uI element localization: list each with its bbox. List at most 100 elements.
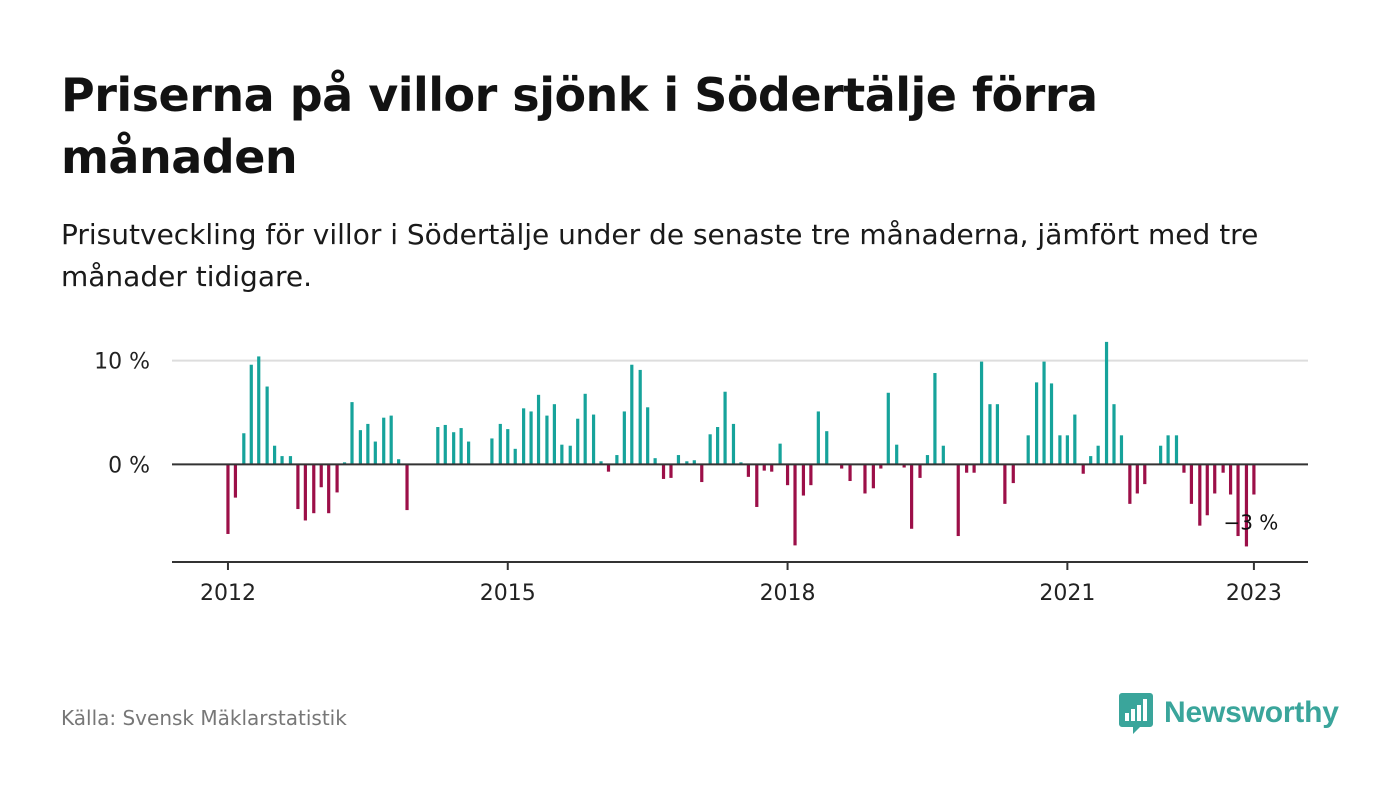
bar bbox=[1042, 361, 1046, 465]
bar bbox=[1026, 435, 1030, 465]
bar bbox=[1135, 464, 1139, 494]
bar bbox=[257, 356, 261, 465]
bar bbox=[366, 423, 370, 465]
bar bbox=[466, 441, 471, 465]
bar bbox=[327, 464, 331, 514]
bar bbox=[638, 369, 642, 465]
bar bbox=[848, 464, 852, 482]
bar bbox=[1034, 382, 1039, 465]
bar bbox=[700, 464, 704, 483]
bar bbox=[785, 464, 790, 486]
brand-name: Newsworthy bbox=[1164, 696, 1339, 729]
bars bbox=[226, 341, 1256, 547]
bar bbox=[793, 464, 797, 546]
bar bbox=[770, 464, 774, 472]
bar bbox=[606, 464, 611, 472]
bar bbox=[242, 433, 246, 465]
bar bbox=[925, 455, 930, 465]
bar bbox=[1205, 464, 1209, 516]
bar bbox=[1143, 464, 1147, 485]
last-value-annotation: −3 % bbox=[1223, 511, 1278, 535]
source-credit: Källa: Svensk Mäklarstatistik bbox=[61, 706, 347, 730]
bar bbox=[319, 464, 323, 488]
bar bbox=[1213, 464, 1217, 494]
bar bbox=[599, 461, 603, 465]
bar bbox=[342, 462, 347, 465]
bar bbox=[988, 404, 992, 465]
bar bbox=[1081, 464, 1085, 474]
bar bbox=[1011, 464, 1015, 484]
newsworthy-logo-icon bbox=[1119, 693, 1153, 734]
bar bbox=[979, 361, 984, 465]
bar bbox=[762, 464, 766, 471]
bar bbox=[490, 438, 494, 465]
bar bbox=[1228, 464, 1233, 495]
bar bbox=[661, 464, 666, 479]
bar bbox=[552, 404, 556, 465]
y-tick-label: 10 % bbox=[94, 350, 150, 375]
bar bbox=[746, 464, 750, 477]
bar bbox=[910, 464, 914, 529]
bar bbox=[1244, 464, 1249, 547]
bar bbox=[1003, 464, 1007, 504]
x-axis-ticks: 2012 2015 2018 2021 2023 bbox=[200, 562, 1282, 606]
bar bbox=[676, 455, 681, 465]
bar bbox=[226, 464, 230, 534]
bar bbox=[755, 464, 759, 507]
bar bbox=[871, 464, 875, 489]
bar bbox=[933, 373, 937, 465]
bar bbox=[1073, 414, 1077, 465]
bar bbox=[723, 391, 727, 465]
bar bbox=[669, 464, 673, 478]
bar bbox=[1198, 464, 1202, 526]
bar bbox=[708, 434, 712, 465]
bar bbox=[1089, 456, 1093, 465]
bar bbox=[1128, 464, 1132, 504]
bar bbox=[1096, 445, 1100, 465]
bar bbox=[1119, 435, 1124, 465]
x-tick-label: 2023 bbox=[1226, 581, 1282, 606]
bar bbox=[459, 428, 463, 465]
bar bbox=[513, 448, 517, 465]
bar bbox=[358, 430, 363, 465]
bar bbox=[840, 464, 844, 469]
bar bbox=[956, 464, 960, 537]
bar bbox=[809, 464, 813, 486]
brand-logo[interactable]: Newsworthy bbox=[1118, 690, 1339, 736]
bar bbox=[303, 464, 307, 521]
bar bbox=[280, 456, 284, 465]
bar bbox=[653, 458, 657, 465]
bar bbox=[1252, 464, 1256, 495]
bar bbox=[895, 444, 899, 465]
bar bbox=[863, 464, 867, 494]
bar bbox=[296, 464, 300, 510]
chart-subtitle: Prisutveckling för villor i Södertälje u… bbox=[61, 218, 1259, 293]
bar bbox=[1189, 464, 1194, 504]
bar bbox=[902, 464, 906, 468]
bar bbox=[646, 407, 650, 465]
bar bbox=[739, 462, 743, 465]
bar bbox=[233, 464, 238, 498]
bar bbox=[568, 445, 572, 465]
bar bbox=[288, 456, 293, 465]
bar bbox=[498, 423, 502, 465]
chart-title: Priserna på villor sjönk i Södertälje fö… bbox=[61, 68, 1098, 184]
bar bbox=[350, 402, 354, 465]
bar bbox=[685, 461, 689, 465]
bar bbox=[801, 464, 806, 496]
y-tick-label: 0 % bbox=[108, 453, 150, 478]
bar bbox=[576, 418, 580, 465]
bar bbox=[1049, 383, 1054, 465]
bar bbox=[1182, 464, 1186, 473]
bar bbox=[397, 459, 401, 465]
bar bbox=[522, 408, 526, 465]
x-tick-label: 2015 bbox=[480, 581, 536, 606]
bar bbox=[731, 423, 736, 465]
bar bbox=[879, 464, 883, 469]
bar bbox=[591, 414, 596, 465]
bar bbox=[1065, 435, 1069, 465]
bar bbox=[972, 464, 976, 473]
bar bbox=[1236, 464, 1240, 537]
bar bbox=[1221, 464, 1225, 473]
